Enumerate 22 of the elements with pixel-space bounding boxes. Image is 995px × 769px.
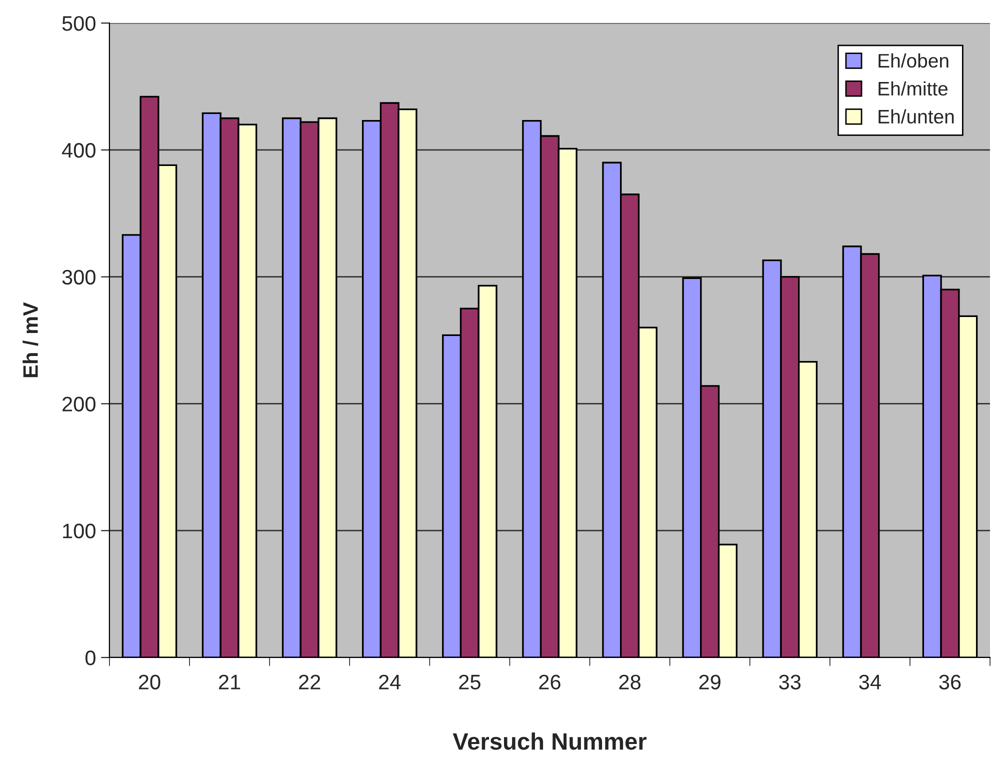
legend-label: Eh/mitte [878, 81, 948, 96]
y-tick-label: 200 [62, 396, 96, 412]
x-axis-title: Versuch Nummer [452, 732, 646, 750]
legend-label: Eh/unten [878, 109, 954, 124]
x-tick-label: 33 [779, 674, 801, 690]
y-axis-title: Eh / mV [22, 302, 38, 378]
x-tick-label: 22 [299, 674, 320, 690]
y-tick-label: 500 [62, 16, 96, 31]
x-tick-label: 34 [859, 674, 881, 690]
x-tick-label: 20 [138, 674, 160, 690]
x-tick-label: 36 [939, 674, 961, 690]
y-tick-label: 0 [85, 650, 96, 666]
legend-label: Eh/oben [878, 53, 948, 68]
x-tick-label: 26 [539, 674, 560, 690]
x-tick-label: 21 [218, 674, 240, 690]
y-tick-label: 100 [63, 524, 96, 538]
y-tick-label: 400 [62, 142, 96, 158]
y-tick-label: 300 [62, 270, 96, 285]
x-tick-label: 28 [619, 674, 640, 690]
x-tick-label: 25 [459, 674, 480, 690]
x-tick-label: 24 [379, 674, 401, 690]
x-tick-label: 29 [699, 674, 720, 690]
